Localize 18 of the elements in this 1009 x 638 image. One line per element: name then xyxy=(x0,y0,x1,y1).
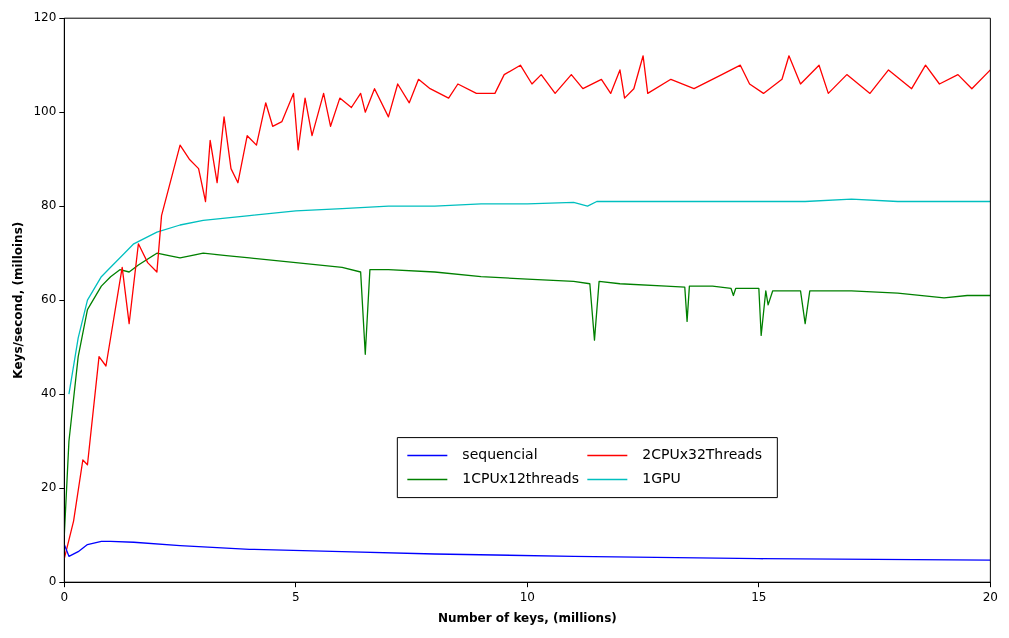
y-tick-label: 20 xyxy=(41,480,57,495)
legend-label: 1GPU xyxy=(642,470,681,487)
y-tick-label: 120 xyxy=(33,10,57,25)
y-axis-title: Keys/second, (milloins) xyxy=(11,221,26,379)
x-tick-label: 10 xyxy=(519,589,535,604)
y-tick-label: 40 xyxy=(41,386,57,401)
legend-label: 2CPUx32Threads xyxy=(642,446,763,463)
y-tick-label: 80 xyxy=(41,198,57,213)
y-tick-label: 100 xyxy=(33,104,57,119)
y-tick-label: 0 xyxy=(48,574,57,589)
y-tick-label: 60 xyxy=(41,292,57,307)
x-axis-title: Number of keys, (millions) xyxy=(437,610,617,625)
legend-label: 1CPUx12threads xyxy=(462,470,579,487)
legend-label: sequencial xyxy=(462,446,538,463)
x-tick-label: 20 xyxy=(982,589,999,604)
x-tick-label: 0 xyxy=(60,589,69,604)
x-tick-label: 15 xyxy=(751,589,767,604)
x-tick-label: 5 xyxy=(292,589,300,604)
